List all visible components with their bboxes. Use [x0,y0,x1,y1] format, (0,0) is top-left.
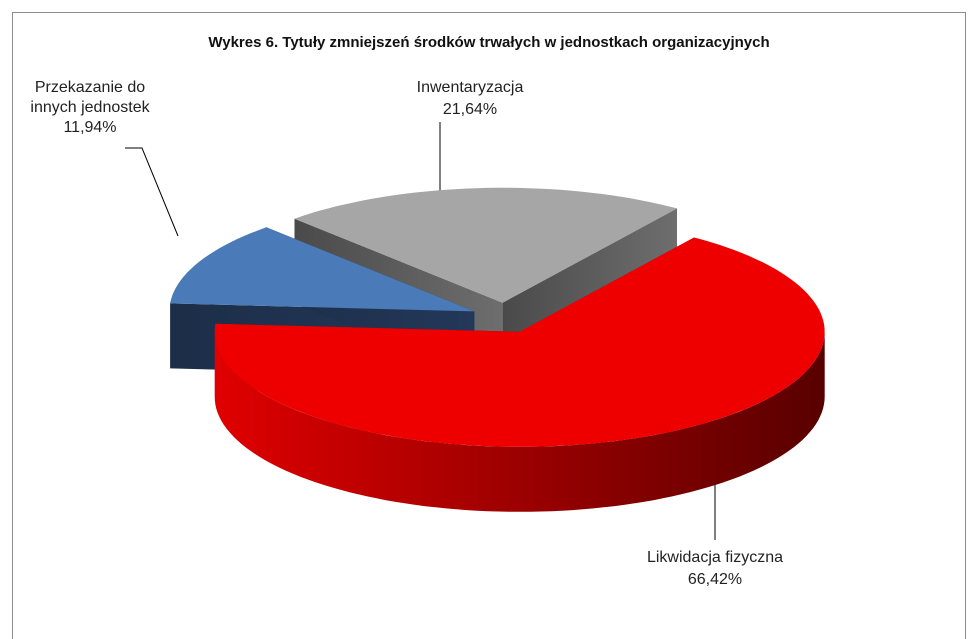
value-label: 11,94% [63,119,117,136]
leader-line [125,147,179,237]
chart-frame [12,12,966,639]
pie-slice [170,227,475,312]
value-label: 66,42% [687,571,743,588]
slice-label: Inwentaryzacja [416,79,524,96]
pie [170,187,825,512]
pie-slice [214,237,825,447]
slice-label: Likwidacja fizyczna [646,549,784,566]
pie-slice [294,187,677,303]
value-label: 21,64% [442,101,498,118]
slice-label: Przekazanie do innych jednostek [30,79,150,116]
chart-title: Wykres 6. Tytuły zmniejszeń środków trwa… [208,34,770,51]
slice-wall [214,331,825,512]
